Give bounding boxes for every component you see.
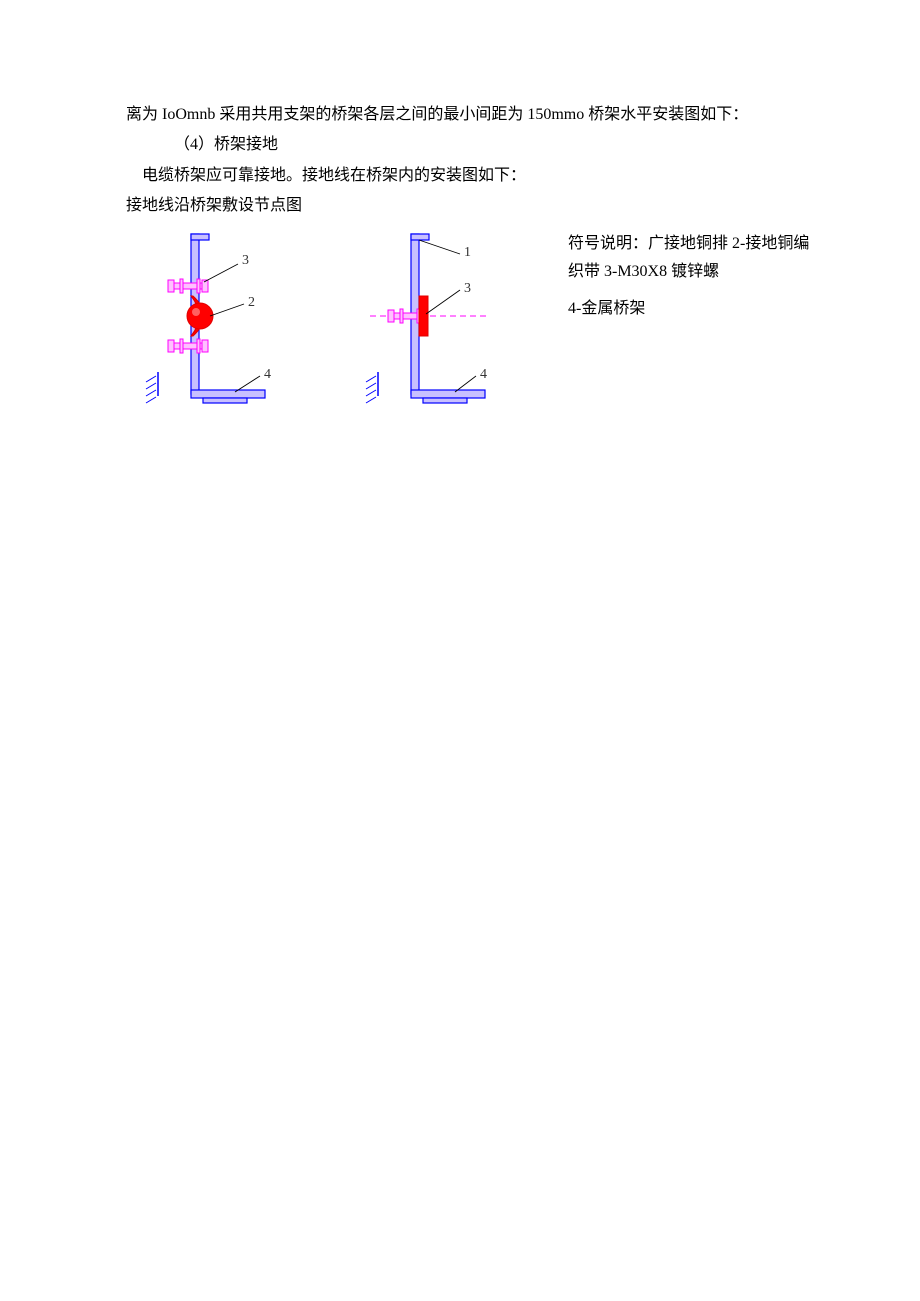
- svg-text:4: 4: [480, 367, 487, 382]
- legend-line-2: 4-金属桥架: [568, 295, 810, 324]
- figure-row: 3 2 4 1 3 4 符号说明：广接地铜排 2-接地铜编织带 3-M30X8 镀锌螺 4…: [110, 226, 810, 424]
- svg-text:4: 4: [264, 367, 271, 382]
- grounding-diagram: 3 2 4 1 3 4: [110, 226, 550, 424]
- legend-line-1: 符号说明：广接地铜排 2-接地铜编织带 3-M30X8 镀锌螺: [568, 230, 810, 288]
- caption: 接地线沿桥架敷设节点图: [110, 191, 810, 221]
- svg-text:3: 3: [242, 253, 249, 268]
- legend: 符号说明：广接地铜排 2-接地铜编织带 3-M30X8 镀锌螺 4-金属桥架: [550, 226, 810, 324]
- svg-text:1: 1: [464, 245, 471, 260]
- paragraph-1: 离为 IoOmnb 采用共用支架的桥架各层之间的最小间距为 150mmo 桥架水…: [110, 100, 810, 130]
- svg-text:2: 2: [248, 295, 255, 310]
- document-page: 离为 IoOmnb 采用共用支架的桥架各层之间的最小间距为 150mmo 桥架水…: [0, 0, 920, 424]
- heading-4: （4）桥架接地: [110, 130, 810, 160]
- svg-text:3: 3: [464, 281, 471, 296]
- paragraph-3: 电缆桥架应可靠接地。接地线在桥架内的安装图如下：: [110, 161, 810, 191]
